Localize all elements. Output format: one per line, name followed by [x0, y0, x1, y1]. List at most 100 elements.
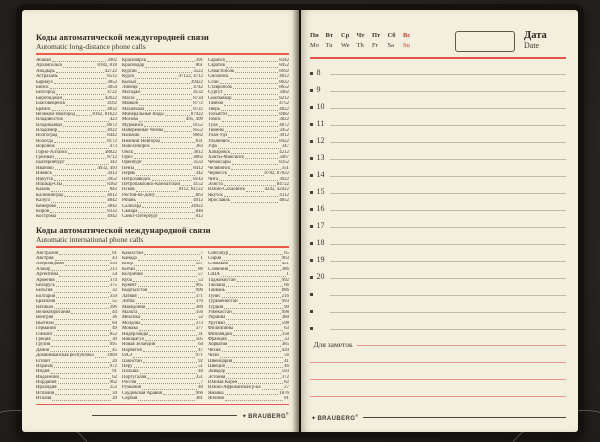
place-name: Швейцария: [208, 358, 233, 364]
place-name: Ижевск: [36, 171, 52, 177]
place-name: Омск: [122, 149, 134, 155]
phone-code: 351: [195, 374, 203, 380]
place-name: Италия: [36, 396, 52, 402]
place-name: Кувейт: [122, 283, 137, 289]
phone-code: 4852: [279, 198, 289, 204]
phone-entry: Македония 389: [122, 305, 203, 310]
dot-leader: [146, 308, 195, 310]
phone-code: 389: [195, 304, 203, 310]
dot-leader: [49, 88, 107, 90]
phone-code: 8722: [193, 106, 203, 112]
place-name: Таиланд: [208, 283, 226, 289]
phone-code: 3902: [107, 58, 117, 63]
dot-leader: [219, 82, 279, 84]
phone-code: 846: [195, 208, 203, 214]
place-name: Вологда: [36, 138, 53, 144]
phone-code: 375: [109, 283, 117, 289]
notes-line: [356, 344, 566, 346]
dot-leader: [151, 179, 193, 181]
phone-entry: Смоленск 4812: [208, 74, 289, 79]
place-name: Германия: [36, 326, 56, 332]
phone-code: 8692: [279, 68, 289, 74]
phone-code: 8622: [279, 79, 289, 85]
writing-line: [329, 192, 566, 194]
bullet-icon: [310, 123, 313, 126]
place-name: Латвия: [122, 293, 137, 299]
phone-code-column: Сингапур 65 Сирия 963 Словакия 421 Словения 386…: [208, 251, 289, 402]
dot-leader: [218, 126, 279, 128]
date-label-ru: Дата: [524, 30, 547, 41]
dot-leader: [54, 259, 112, 261]
bullet-icon: [310, 310, 313, 313]
hour-number: 16: [316, 204, 325, 214]
phone-entry: Чехия 420: [208, 348, 289, 353]
phone-code: 52: [198, 315, 203, 321]
phone-code: 36: [112, 315, 117, 321]
dot-leader: [140, 93, 193, 95]
place-name: Вьетнам: [36, 320, 54, 326]
hour-number: 13: [316, 153, 325, 163]
place-name: Элиста: [208, 181, 223, 187]
dot-leader: [221, 297, 281, 299]
dot-leader: [135, 99, 193, 101]
dot-leader: [52, 174, 107, 176]
dot-leader: [133, 158, 193, 160]
brauberg-logo: ✦BRAUBERG®: [311, 414, 359, 422]
dot-leader: [222, 259, 281, 261]
dot-leader: [229, 254, 284, 256]
dot-leader: [50, 351, 112, 353]
place-name: Иркутск: [36, 176, 54, 182]
phone-entry: Бийск 3854: [36, 85, 117, 90]
dot-leader: [137, 259, 200, 261]
phone-code: 84722: [276, 181, 289, 187]
place-name: Ханты-Мансийск: [208, 155, 245, 161]
dot-leader: [149, 334, 198, 336]
dot-leader: [233, 88, 279, 90]
phone-code: 8352: [279, 160, 289, 166]
phone-code: 34922: [190, 203, 203, 209]
phone-code: 495, 499: [185, 117, 203, 123]
phone-entry: Ульяновск 8422: [208, 139, 289, 144]
place-name: Кострома: [36, 214, 56, 220]
phone-entry: Иркутск 3952: [36, 177, 117, 182]
phone-code: 45: [112, 347, 117, 353]
place-name: Алжир: [36, 266, 51, 272]
phone-entry: Финляндия 358: [208, 332, 289, 337]
dot-leader: [226, 372, 281, 374]
phone-entry: Магас 8734: [122, 96, 203, 101]
phone-entry: Южно-Сахалинск 4242, 42422: [208, 187, 289, 192]
phone-code: 8172: [107, 138, 117, 144]
phone-code: 4922: [107, 128, 117, 134]
phone-entry: Индонезия 62: [36, 375, 117, 380]
phone-entry: Саранск 8342: [208, 58, 289, 63]
phone-entry: Португалия 351: [122, 375, 203, 380]
place-name: Словения: [208, 266, 229, 272]
hour-number: 9: [316, 85, 321, 95]
phone-entry: Кострома 4942: [36, 214, 117, 219]
phone-entry: Белгород 4722: [36, 90, 117, 95]
phone-code: 966: [195, 390, 203, 396]
bullet-icon: [310, 276, 313, 279]
phone-code: 3842: [107, 203, 117, 209]
place-name: Литва: [122, 299, 135, 305]
dot-leader: [221, 120, 279, 122]
phone-entry: Литва 370: [122, 299, 203, 304]
dot-leader: [232, 313, 281, 315]
dot-leader: [227, 340, 284, 342]
dot-leader: [144, 340, 195, 342]
place-name: Венгрия: [36, 315, 54, 321]
phone-entry: Болгария 359: [36, 294, 117, 299]
dot-leader: [137, 383, 200, 385]
phone-code: 992: [281, 277, 289, 283]
place-name: Петропавловск-Камчатский: [122, 181, 181, 187]
phone-code: 994: [109, 261, 117, 267]
dot-leader: [54, 394, 112, 396]
place-name: Липецк: [122, 84, 138, 90]
place-name: Армения: [36, 277, 55, 283]
dot-leader: [54, 169, 97, 171]
place-name: Кипр: [122, 261, 133, 267]
place-name: Великобритания: [36, 310, 71, 315]
schedule-line-17: 17: [310, 215, 566, 232]
place-name: Туркменистан: [208, 299, 238, 305]
dot-leader: [230, 142, 279, 144]
